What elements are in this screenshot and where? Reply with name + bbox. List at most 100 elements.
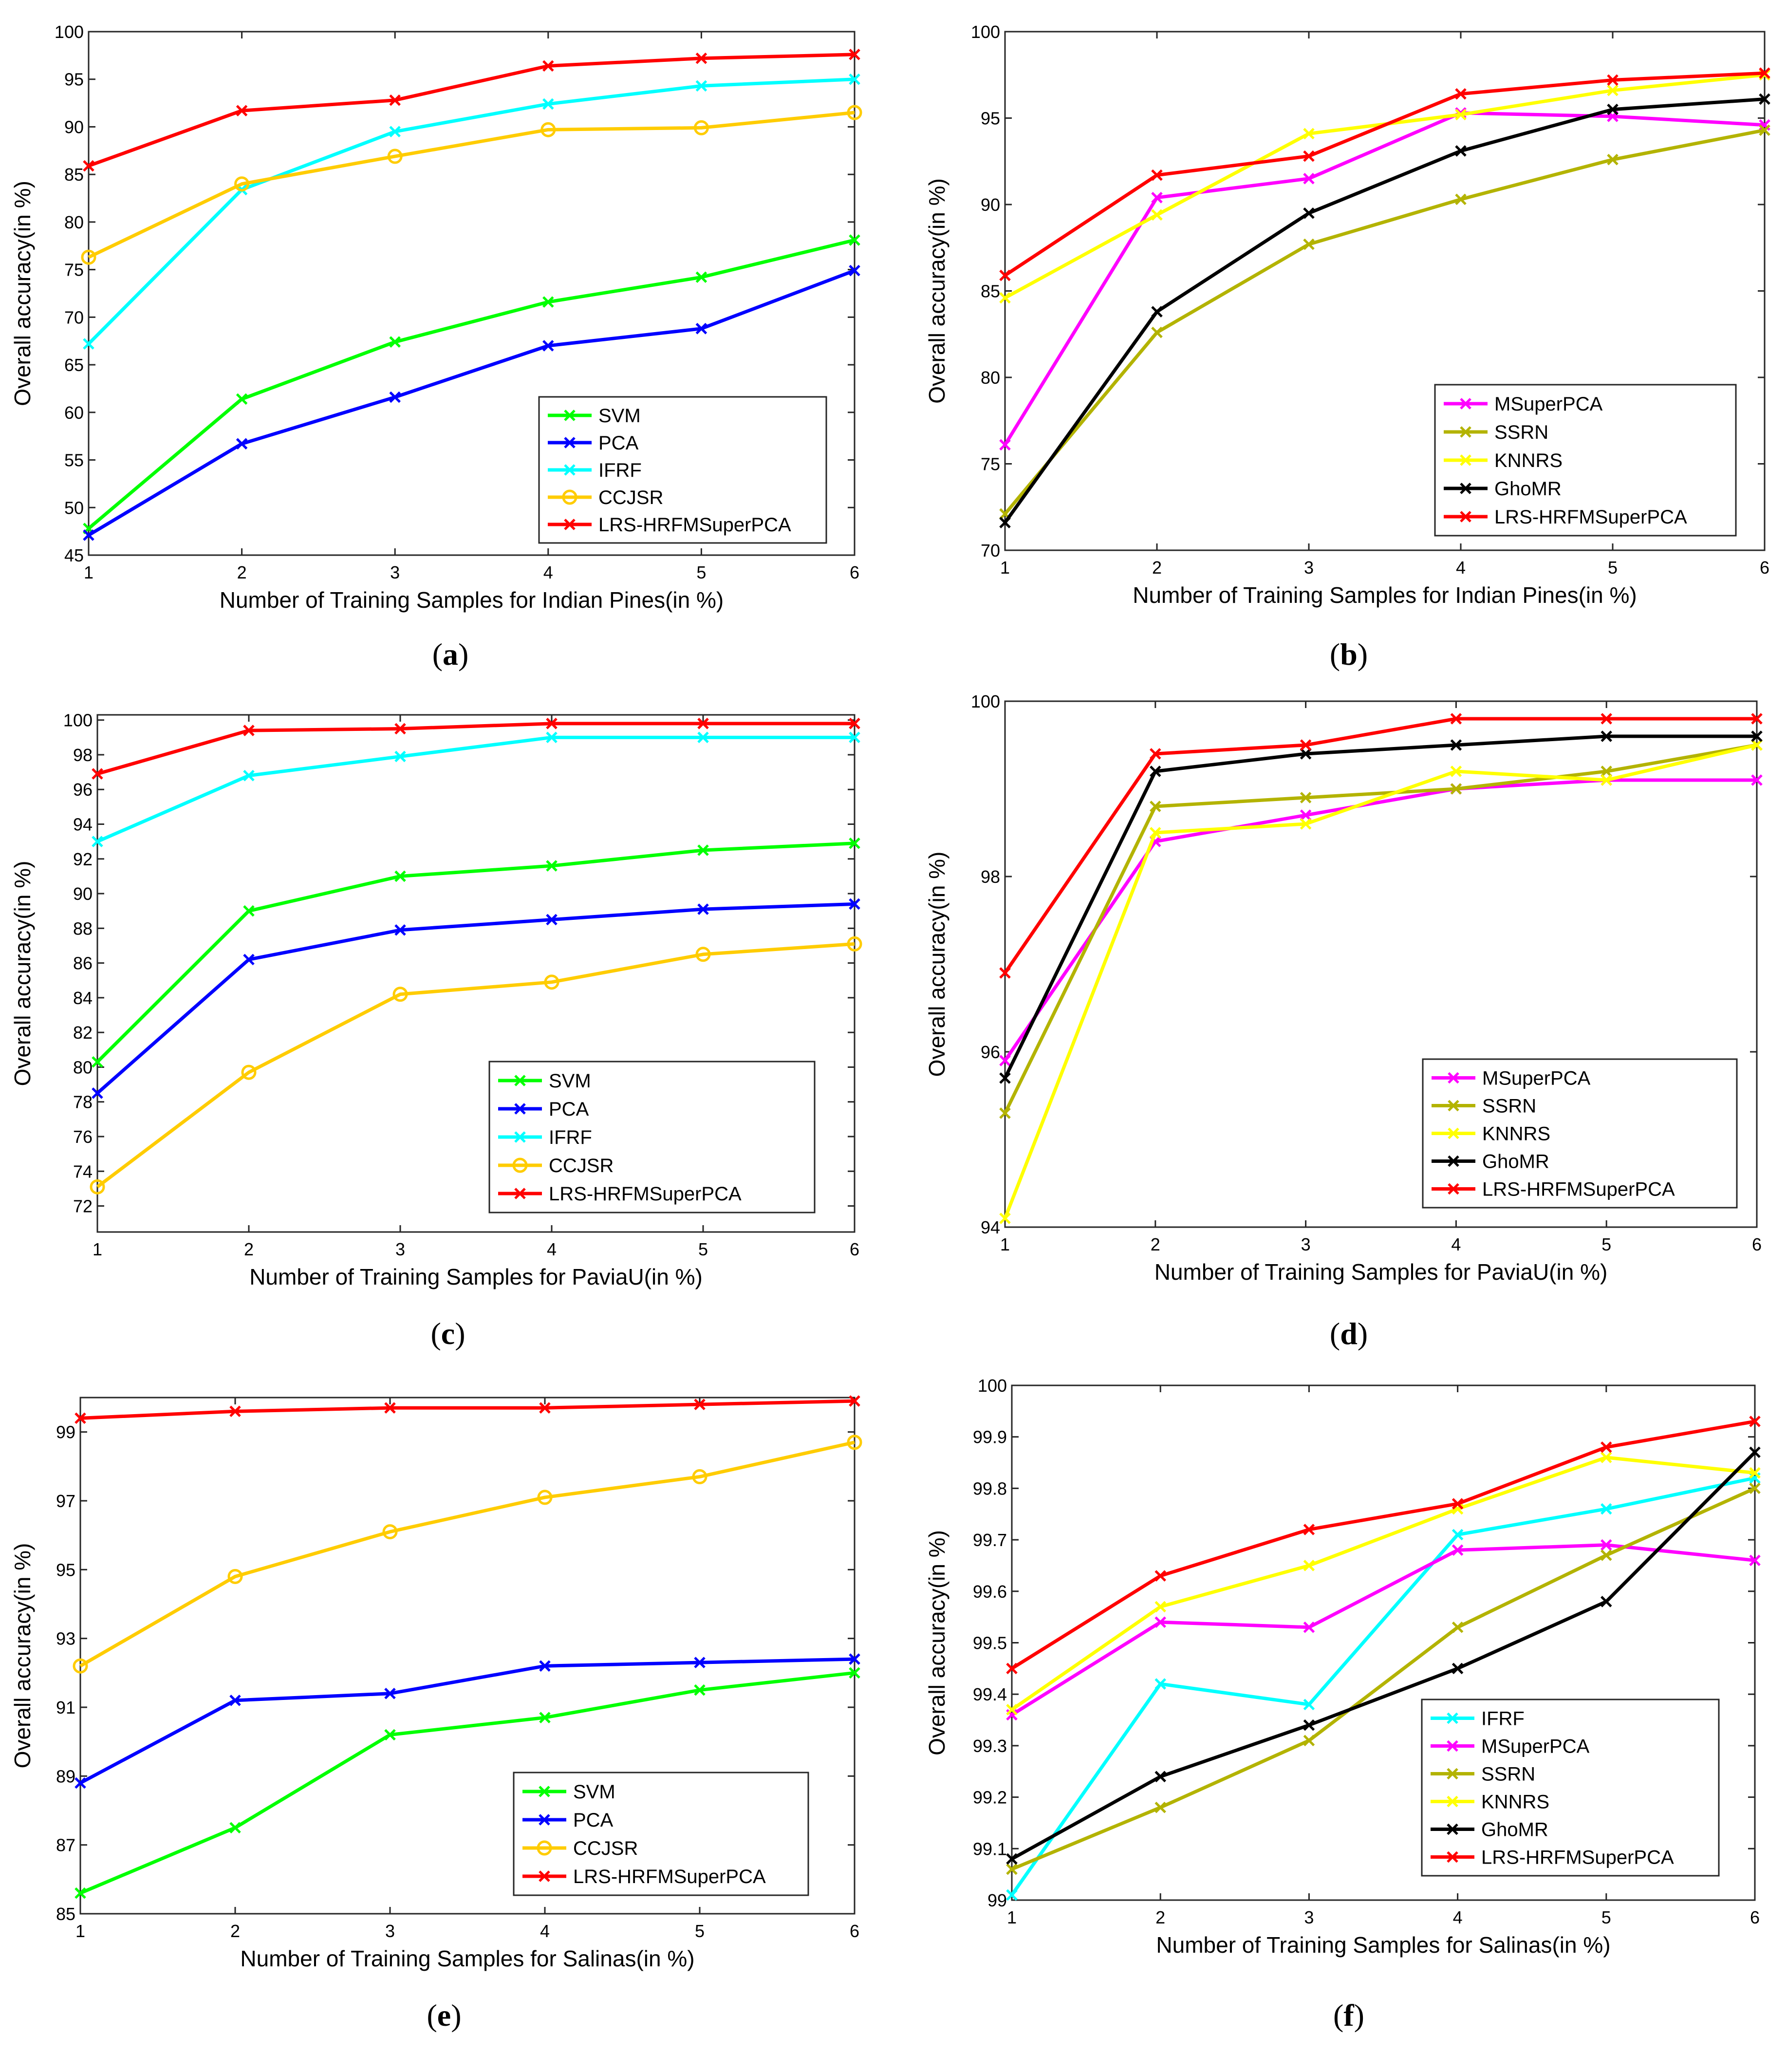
x-axis-label: Number of Training Samples for PaviaU(in… — [249, 1264, 703, 1289]
data-point — [1151, 306, 1163, 317]
legend-entry: SVM — [548, 405, 641, 427]
y-tick-label: 94 — [73, 815, 93, 835]
data-point — [384, 1729, 396, 1741]
series-line — [1004, 71, 1765, 277]
y-axis-label: Overall accuracy(in %) — [10, 1543, 35, 1769]
y-tick-label: 78 — [73, 1092, 93, 1112]
data-point — [1303, 128, 1315, 140]
x-axis-label: Number of Training Samples for Indian Pi… — [1133, 582, 1637, 608]
legend-marker — [512, 1157, 528, 1173]
series-ssrn — [1006, 1482, 1761, 1875]
data-point — [1151, 326, 1163, 338]
data-point — [695, 271, 707, 283]
legend-marker — [1448, 1127, 1459, 1139]
series-pca — [92, 898, 860, 1099]
data-point — [1607, 153, 1619, 166]
x-tick-label: 3 — [1304, 558, 1314, 578]
x-tick-label: 5 — [1601, 1234, 1611, 1254]
data-point — [999, 967, 1011, 979]
x-tick-label: 4 — [547, 1239, 557, 1259]
legend-label: IFRF — [598, 460, 642, 481]
y-tick-label: 96 — [73, 780, 93, 800]
y-tick-label: 98 — [73, 745, 93, 765]
series-line — [79, 1440, 855, 1668]
y-tick-label: 99.7 — [973, 1530, 1007, 1550]
data-point — [1151, 192, 1163, 204]
legend-entry: MSuperPCA — [1431, 1736, 1590, 1757]
series-line — [1004, 778, 1757, 1062]
y-axis-label: Overall accuracy(in %) — [924, 1530, 949, 1755]
x-tick-label: 6 — [850, 1921, 859, 1941]
data-point — [847, 936, 862, 952]
legend-label: MSuperPCA — [1482, 1068, 1591, 1089]
legend-entry: MSuperPCA — [1444, 393, 1603, 415]
series-line — [88, 111, 855, 259]
data-point — [1154, 1678, 1166, 1690]
x-tick-label: 4 — [1456, 558, 1466, 578]
chart-e: 1 2 3 4 5 6 85 87 89 91 93 95 97 99 Number of Training… — [10, 1395, 862, 2033]
legend-label: PCA — [549, 1099, 589, 1120]
y-tick-label: 95 — [64, 70, 84, 90]
legend-label: CCJSR — [573, 1838, 638, 1859]
data-point — [544, 974, 559, 990]
data-point — [540, 122, 556, 137]
data-point — [92, 1056, 103, 1068]
legend-marker — [1460, 483, 1471, 494]
series-line — [87, 238, 855, 530]
data-point — [999, 1055, 1011, 1066]
legend-marker — [564, 410, 576, 421]
y-tick-label: 90 — [73, 884, 93, 904]
data-point — [236, 438, 248, 450]
legend-entry: GhoMR — [1431, 1819, 1548, 1841]
y-tick-label: 55 — [64, 450, 84, 470]
y-tick-label: 75 — [64, 260, 84, 280]
legend-marker — [1447, 1795, 1458, 1808]
legend-label: KNNRS — [1494, 450, 1563, 471]
series-line — [1011, 1543, 1755, 1717]
series-line — [1011, 1419, 1755, 1670]
series-ccjsr — [90, 936, 862, 1195]
series-ccjsr — [81, 105, 862, 265]
y-axis-label: Overall accuracy(in %) — [10, 861, 35, 1086]
y-tick-label: 94 — [981, 1217, 1000, 1237]
legend-marker — [537, 1840, 552, 1856]
legend-entry: LRS-HRFMSuperPCA — [1431, 1847, 1674, 1868]
y-tick-label: 45 — [64, 545, 84, 565]
data-point — [694, 1399, 706, 1410]
data-point — [1303, 1622, 1315, 1633]
plot-area — [79, 1397, 856, 1915]
data-point — [236, 105, 248, 116]
data-point — [387, 149, 403, 164]
y-tick-label: 89 — [56, 1766, 75, 1786]
legend-marker — [1460, 454, 1471, 466]
y-tick-label: 70 — [64, 307, 84, 327]
data-point — [539, 1402, 551, 1414]
y-axis-label: Overall accuracy(in %) — [924, 178, 949, 404]
x-tick-label: 2 — [237, 562, 247, 582]
legend-entry: SVM — [498, 1070, 591, 1092]
legend-entry: IFRF — [498, 1127, 592, 1148]
data-point — [1601, 1549, 1612, 1561]
x-tick-label: 3 — [390, 562, 400, 582]
legend-label: KNNRS — [1482, 1123, 1550, 1145]
x-tick-label: 4 — [1453, 1907, 1463, 1927]
legend-marker — [1448, 1072, 1459, 1084]
data-point — [1452, 1544, 1464, 1556]
panel-letter: b — [1340, 637, 1358, 672]
legend-entry: SSRN — [1432, 1096, 1536, 1117]
y-tick-label: 100 — [63, 710, 93, 730]
series-line — [80, 1399, 855, 1420]
series-ghomr — [999, 730, 1763, 1084]
y-tick-label: 100 — [971, 22, 1000, 42]
data-point — [1300, 739, 1312, 751]
data-point — [693, 120, 709, 135]
x-tick-label: 1 — [1007, 1907, 1017, 1927]
x-axis-label: Number of Training Samples for Salinas(i… — [1156, 1932, 1610, 1958]
series-line — [79, 1657, 855, 1785]
data-point — [697, 718, 709, 729]
legend: SVM PCA CCJSR LRS-HRFMSuperPCA — [513, 1772, 809, 1896]
legend-marker — [1460, 426, 1471, 438]
legend-entry: LRS-HRFMSuperPCA — [1444, 506, 1687, 528]
data-point — [1601, 1539, 1612, 1551]
x-tick-label: 1 — [84, 562, 93, 582]
